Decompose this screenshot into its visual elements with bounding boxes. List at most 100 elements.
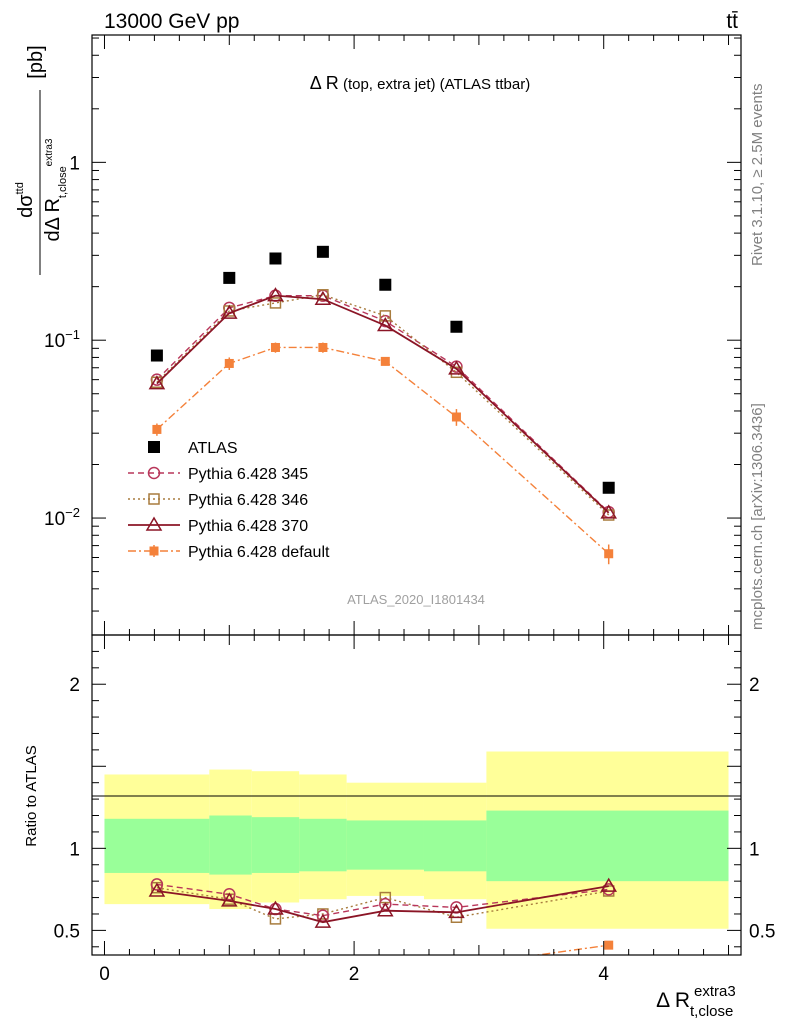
main-series-2-line xyxy=(156,294,610,516)
main-series-4-point xyxy=(270,342,280,352)
legend: ATLAS Pythia 6.428 345 Pythia 6.428 346 … xyxy=(128,440,330,561)
main-series-4-point xyxy=(224,358,234,368)
main-series-0-point xyxy=(450,320,463,333)
y-axis-unit: [pb] xyxy=(25,45,47,78)
legend-marker xyxy=(148,441,160,453)
ratio-series-0-point xyxy=(316,909,330,922)
ratio-series-3-point xyxy=(604,940,614,950)
x-tick-labels: 0 2 4 xyxy=(99,964,609,985)
x-axis-label-sub: t,close xyxy=(690,1003,733,1020)
ratio-series-2-point xyxy=(314,913,332,928)
ratio-y-axis-label: Ratio to ATLAS xyxy=(23,745,40,846)
main-series-3-point xyxy=(220,304,238,319)
ratio-uncertainty-bands xyxy=(104,751,729,929)
ratio-series-2-point xyxy=(600,877,618,892)
main-series-4-point xyxy=(380,356,390,366)
x-tick-label: 4 xyxy=(598,964,609,985)
legend-marker xyxy=(147,466,161,480)
ratio-series-0-point xyxy=(223,888,236,901)
ratio-panel-frame xyxy=(91,634,742,956)
ratio-series-3-line xyxy=(532,944,609,955)
x-tick-label: 0 xyxy=(99,964,110,985)
ratio-series-2-line xyxy=(156,885,609,924)
main-series-0-point xyxy=(223,271,236,284)
svg-text:dΔ Rt,closeextra3: dΔ Rt,closeextra3 xyxy=(42,138,69,241)
ratio-series-0-point xyxy=(150,878,164,891)
ratio-series-2-point xyxy=(148,882,166,897)
y-tick-label-right: 1 xyxy=(749,839,760,860)
axis-ticks xyxy=(92,35,741,955)
main-series-3-point xyxy=(148,375,166,390)
legend-entry-345: Pythia 6.428 345 xyxy=(128,466,308,483)
analysis-id-label: ATLAS_2020_I1801434 xyxy=(347,592,485,607)
ratio-series-group xyxy=(148,877,618,968)
main-series-1-line xyxy=(156,294,610,513)
ratio-inner-band xyxy=(486,810,729,882)
main-series-2-point xyxy=(379,310,392,322)
main-series-2-point xyxy=(269,297,282,309)
legend-label: Pythia 6.428 346 xyxy=(188,492,308,509)
ratio-series-2-point xyxy=(267,900,284,915)
legend-marker xyxy=(149,546,159,556)
legend-symbol xyxy=(128,493,180,505)
legend-entry-346: Pythia 6.428 346 xyxy=(128,492,308,509)
y-tick-label: 10−2 xyxy=(44,505,80,530)
y-tick-label: 10−1 xyxy=(44,327,80,352)
x-tick-label: 2 xyxy=(349,964,360,985)
y-tick-label: 1 xyxy=(69,839,80,860)
ratio-inner-band xyxy=(346,820,424,870)
main-series-3-line xyxy=(156,294,610,514)
legend-label: Pythia 6.428 370 xyxy=(188,518,308,535)
main-panel-title: Δ R (top, extra jet) (ATLAS ttbar) xyxy=(310,73,530,93)
legend-entry-default: Pythia 6.428 default xyxy=(128,544,330,561)
legend-entry-370: Pythia 6.428 370 xyxy=(128,516,308,535)
y-tick-label-right: 2 xyxy=(749,675,760,696)
process-label: tt̄ xyxy=(726,10,738,33)
x-axis-label-main: Δ R xyxy=(656,989,690,1012)
ratio-series-2-point xyxy=(220,892,238,907)
title-sub: (top, extra jet) (ATLAS ttbar) xyxy=(339,76,530,93)
rivet-version-label: Rivet 3.1.10, ≥ 2.5M events xyxy=(749,84,766,267)
x-axis-label-sup: extra3 xyxy=(694,983,736,1000)
title-main: Δ R xyxy=(310,73,339,93)
y-tick-label: 0.5 xyxy=(54,921,80,942)
energy-label: 13000 GeV pp xyxy=(104,10,239,33)
ratio-inner-band xyxy=(209,815,252,875)
legend-symbol xyxy=(128,466,180,480)
ratio-inner-band xyxy=(251,817,300,873)
main-series-0-point xyxy=(379,278,392,291)
ratio-series-2-point xyxy=(448,903,465,919)
ratio-inner-band xyxy=(104,818,210,873)
y-tick-label: 1 xyxy=(69,153,80,174)
legend-symbol xyxy=(128,545,180,557)
svg-text:dσttd: dσttd xyxy=(14,182,37,218)
main-series-3-point xyxy=(376,316,394,332)
ratio-series-2-point xyxy=(376,902,394,917)
ratio-inner-band xyxy=(423,820,487,872)
y-tick-label: 2 xyxy=(69,675,80,696)
ratio-series-3-point xyxy=(474,959,483,968)
legend-symbol xyxy=(148,441,160,453)
main-series-0-point xyxy=(316,245,329,258)
main-series-3-point xyxy=(448,360,465,375)
main-series-3-point xyxy=(600,504,618,519)
legend-label: Pythia 6.428 345 xyxy=(188,466,308,483)
main-series-4-point xyxy=(318,342,328,352)
main-series-0-point xyxy=(269,252,282,265)
main-series-4-point xyxy=(451,412,461,422)
main-series-0-point xyxy=(602,481,615,494)
main-series-3-point xyxy=(314,290,332,305)
main-y-axis-label: dσttd dΔ Rt,closeextra3 [pb] xyxy=(14,45,69,275)
ratio-series-0-point xyxy=(379,897,392,911)
mcplots-label: mcplots.cern.ch [arXiv:1306.3436] xyxy=(749,403,766,630)
ratio-inner-band xyxy=(299,818,347,872)
ratio-y-tick-labels: 0.5 1 2 0.5 1 2 xyxy=(54,675,776,942)
main-series-group xyxy=(148,245,618,565)
legend-symbol xyxy=(128,516,180,531)
legend-label: Pythia 6.428 default xyxy=(188,544,330,561)
legend-label: ATLAS xyxy=(188,440,238,457)
main-series-0-point xyxy=(150,349,163,362)
main-series-4-point xyxy=(152,424,162,434)
legend-marker xyxy=(145,516,163,531)
